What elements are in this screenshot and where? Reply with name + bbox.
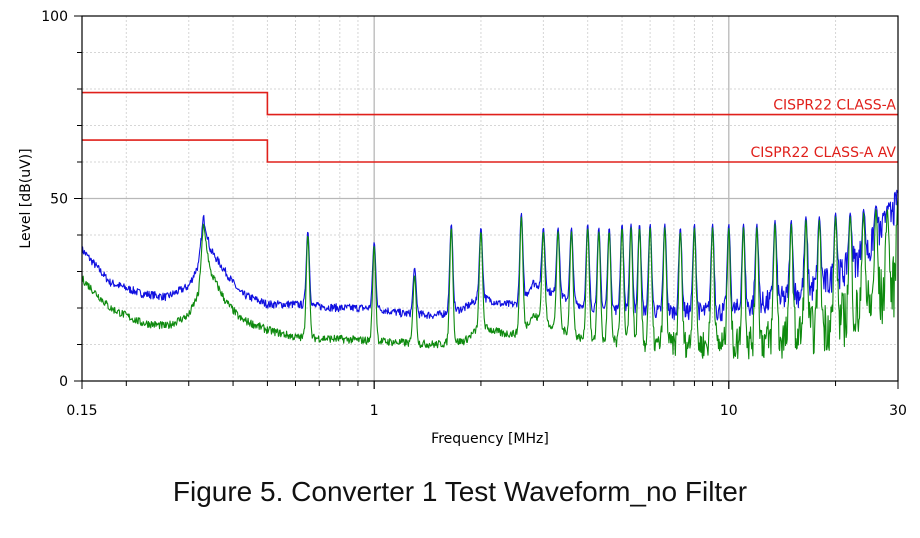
series-trace-2	[81, 198, 899, 360]
series-layer	[81, 189, 899, 360]
x-tick-label: 0.15	[66, 403, 97, 419]
limit-label-1: CISPR22 CLASS-A	[773, 98, 896, 114]
limit-line-2	[82, 139, 898, 163]
x-tick-label: 10	[720, 403, 738, 419]
x-axis-title: Frequency [MHz]	[431, 431, 549, 447]
axes: 0.15 1 10 30 0 50 100	[41, 9, 907, 419]
limit-labels: CISPR22 CLASS-A CISPR22 CLASS-A AV	[750, 98, 896, 161]
limit-lines	[82, 91, 898, 163]
figure-caption: Figure 5. Converter 1 Test Waveform_no F…	[172, 476, 748, 507]
y-axis-title: Level [dB(uV)]	[18, 148, 34, 248]
limit-line-1	[82, 91, 898, 116]
grid	[82, 16, 898, 381]
x-tick-label: 1	[370, 403, 379, 419]
limit-label-2: CISPR22 CLASS-A AV	[750, 145, 896, 161]
y-tick-label: 100	[41, 9, 68, 25]
series-trace-1	[81, 189, 899, 322]
x-tick-label: 30	[889, 403, 907, 419]
y-tick-label: 0	[59, 374, 68, 390]
y-tick-label: 50	[50, 192, 68, 208]
